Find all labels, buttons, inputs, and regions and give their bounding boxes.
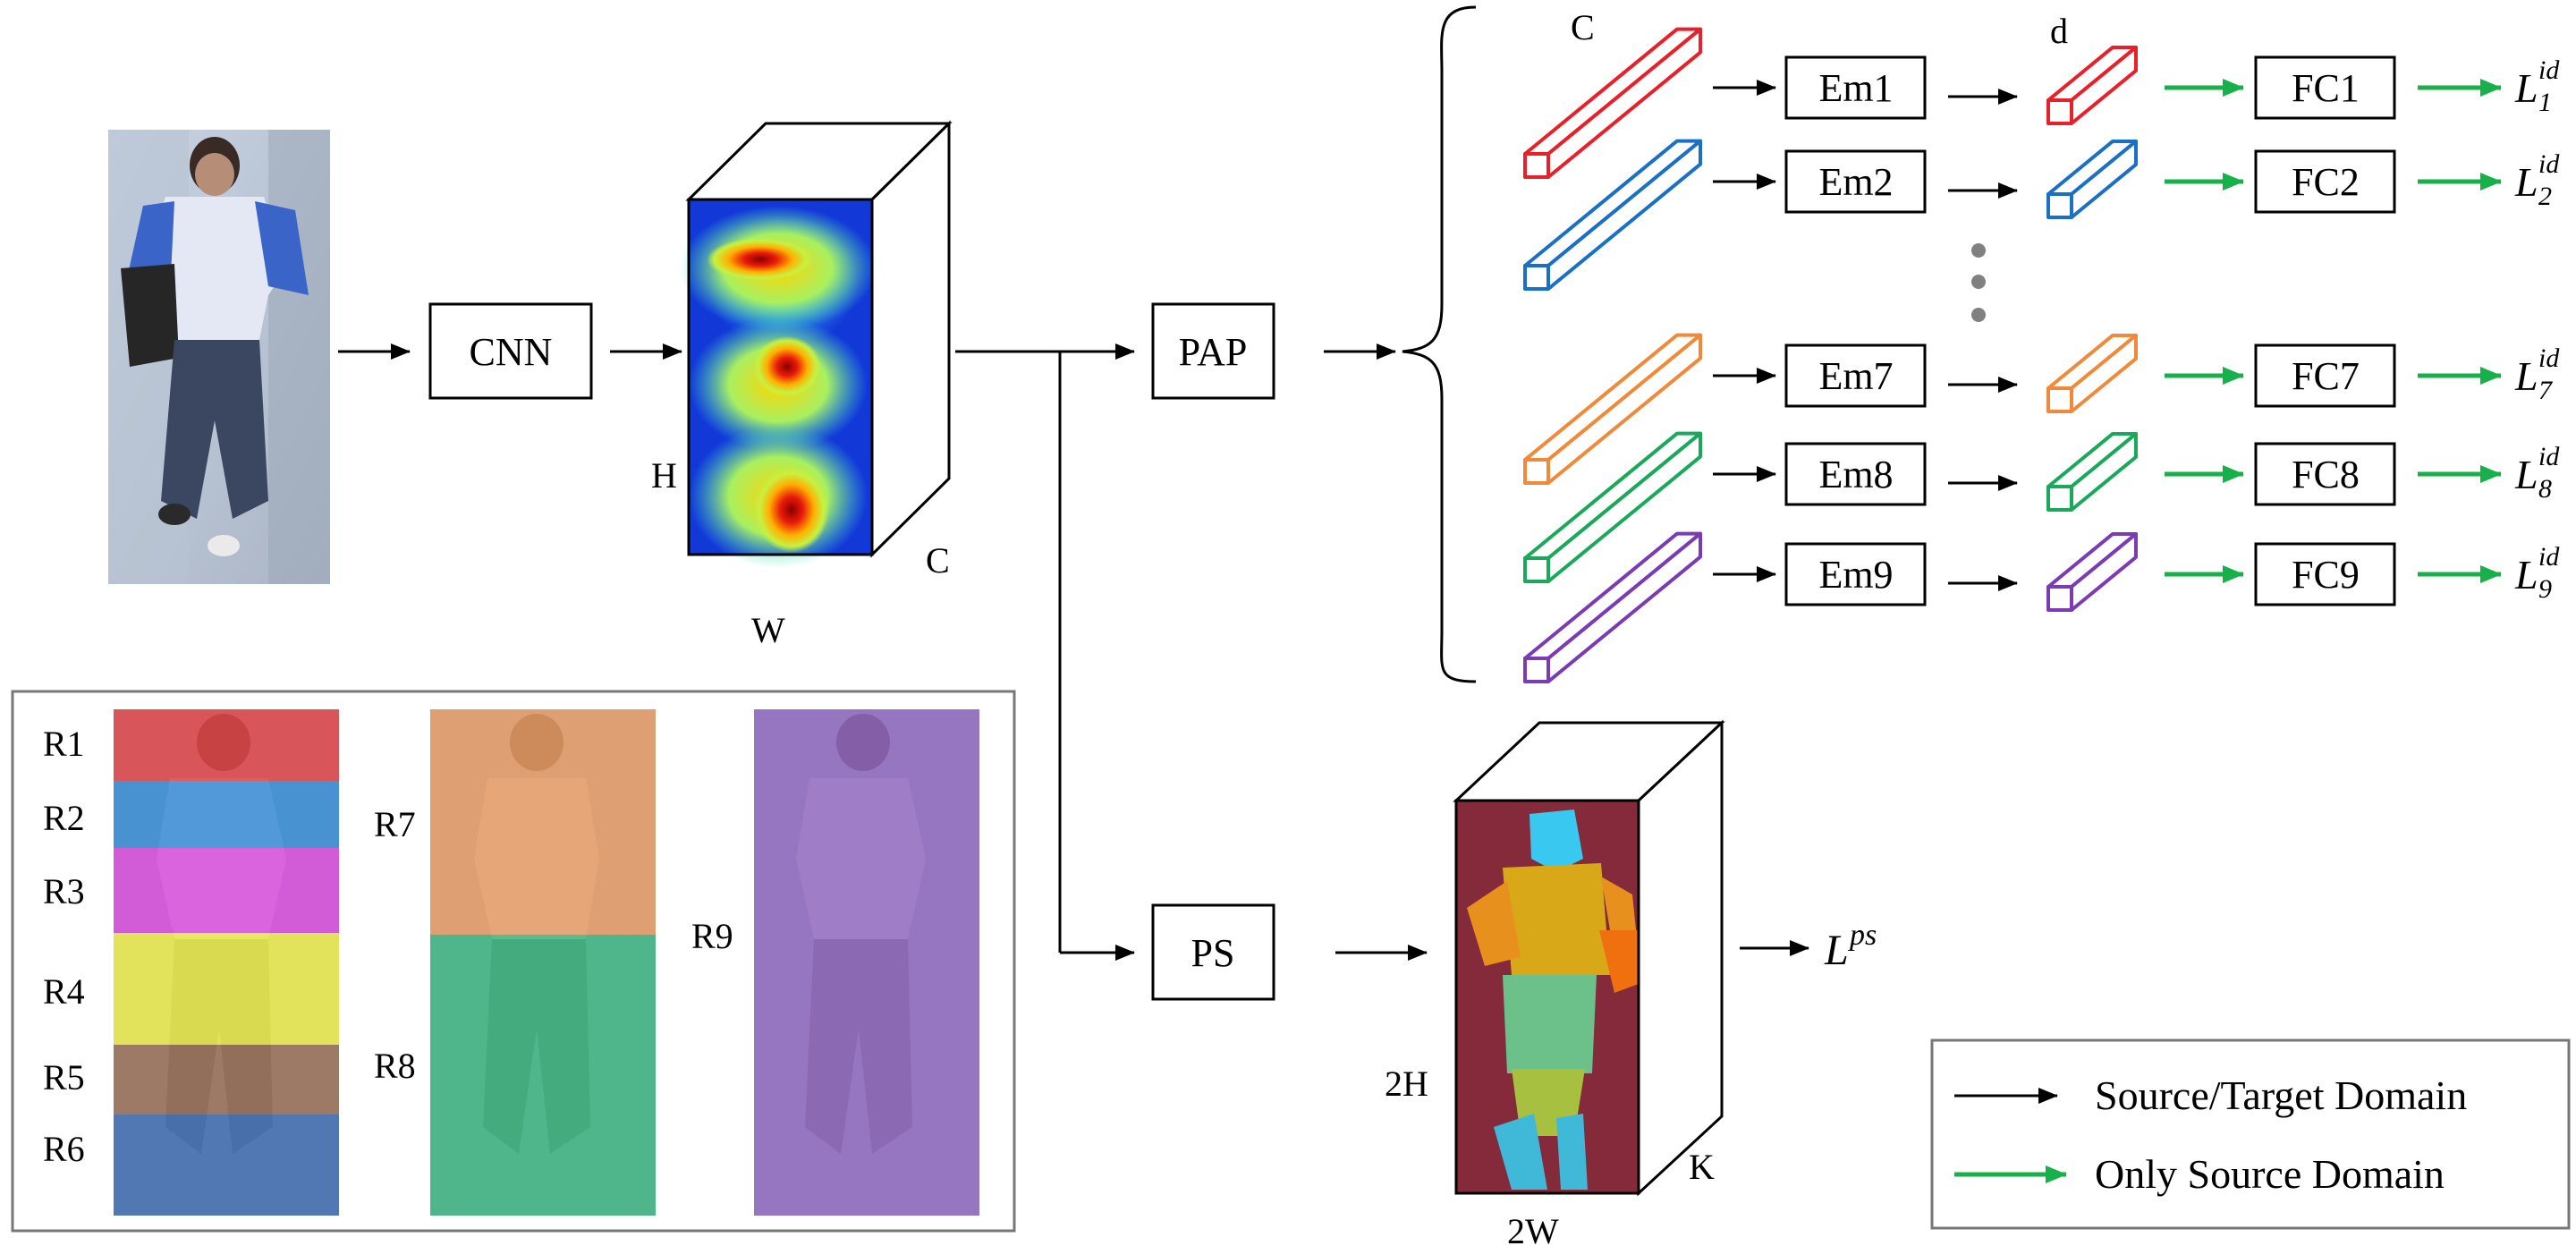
svg-text:L: L xyxy=(1824,927,1849,974)
dim-h: H xyxy=(651,455,677,496)
svg-text:L: L xyxy=(2514,452,2538,497)
region-r1: R1 xyxy=(43,724,85,764)
fc-label-nine: FC9 xyxy=(2292,553,2360,597)
embed-bar-eight xyxy=(2046,431,2138,512)
input-person-image xyxy=(108,130,330,584)
feature-map-cube xyxy=(680,120,953,568)
feature-bar-nine xyxy=(1523,531,1702,683)
region-r8: R8 xyxy=(374,1046,416,1086)
dim-d: d xyxy=(2050,11,2068,51)
svg-text:8: 8 xyxy=(2538,474,2552,504)
legend-only-source: Only Source Domain xyxy=(2095,1151,2445,1197)
svg-text:7: 7 xyxy=(2538,376,2554,405)
svg-text:id: id xyxy=(2538,542,2560,572)
region-r4: R4 xyxy=(43,971,85,1012)
embed-bar-one xyxy=(2046,45,2138,125)
fc-label-eight: FC8 xyxy=(2292,453,2360,496)
em-label-nine: Em9 xyxy=(1818,553,1893,597)
pap-block: PAP xyxy=(1151,302,1275,400)
fc-block-nine: FC9 xyxy=(2254,542,2396,606)
svg-text:id: id xyxy=(2538,149,2560,179)
em-block-two: Em2 xyxy=(1784,149,1927,214)
svg-text:9: 9 xyxy=(2538,574,2552,604)
svg-text:L: L xyxy=(2514,159,2538,205)
svg-text:2: 2 xyxy=(2538,182,2552,211)
dim-2w: 2W xyxy=(1507,1211,1559,1246)
arrow-legend: Source/Target Domain Only Source Domain xyxy=(1930,1038,2571,1230)
svg-text:L: L xyxy=(2514,353,2538,399)
fc-block-eight: FC8 xyxy=(2254,442,2396,506)
em-block-one: Em1 xyxy=(1784,55,1927,120)
em-block-seven: Em7 xyxy=(1784,343,1927,408)
dim-c: C xyxy=(926,540,950,581)
em-label-one: Em1 xyxy=(1818,66,1893,110)
ellipsis-dots xyxy=(1971,243,1986,322)
em-block-eight: Em8 xyxy=(1784,442,1927,506)
embed-bar-seven xyxy=(2046,333,2138,413)
segmentation-cube xyxy=(1453,719,1725,1197)
dim-k: K xyxy=(1689,1147,1715,1187)
region-panel: R1 R2 R3 R4 R5 R6 R7 R8 R9 xyxy=(11,690,1016,1233)
svg-text:ps: ps xyxy=(1848,919,1877,952)
region-r6: R6 xyxy=(43,1129,85,1169)
region-r5: R5 xyxy=(43,1057,85,1098)
fc-block-seven: FC7 xyxy=(2254,343,2396,408)
fc-label-two: FC2 xyxy=(2292,160,2360,204)
fc-label-one: FC1 xyxy=(2292,66,2360,110)
brace xyxy=(1402,5,1477,683)
embed-bar-two xyxy=(2046,139,2138,219)
ps-label: PS xyxy=(1191,931,1235,975)
svg-text:L: L xyxy=(2514,552,2538,598)
feature-bar-seven xyxy=(1523,333,1702,485)
svg-text:1: 1 xyxy=(2538,88,2552,117)
cnn-block: CNN xyxy=(428,302,593,400)
em-block-nine: Em9 xyxy=(1784,542,1927,606)
embed-bar-nine xyxy=(2046,531,2138,612)
feature-bar-one xyxy=(1523,27,1702,179)
svg-text:id: id xyxy=(2538,55,2560,85)
ps-block: PS xyxy=(1151,903,1275,1001)
dim-2h: 2H xyxy=(1385,1064,1428,1104)
region-r2: R2 xyxy=(43,798,85,838)
fc-label-seven: FC7 xyxy=(2292,354,2360,398)
feature-bar-eight xyxy=(1523,431,1702,583)
feature-bar-two xyxy=(1523,139,1702,291)
dim-w: W xyxy=(751,610,785,650)
svg-text:id: id xyxy=(2538,343,2560,373)
region-r7: R7 xyxy=(374,804,416,844)
svg-text:id: id xyxy=(2538,442,2560,471)
dim-c-top: C xyxy=(1571,7,1595,47)
em-label-eight: Em8 xyxy=(1818,453,1893,496)
fc-block-two: FC2 xyxy=(2254,149,2396,214)
svg-text:L: L xyxy=(2514,65,2538,111)
em-label-two: Em2 xyxy=(1818,160,1893,204)
region-r3: R3 xyxy=(43,871,85,911)
cnn-label: CNN xyxy=(470,330,553,374)
region-r9: R9 xyxy=(691,916,733,956)
fc-block-one: FC1 xyxy=(2254,55,2396,120)
connector-lines xyxy=(955,343,1135,961)
em-label-seven: Em7 xyxy=(1818,354,1893,398)
legend-source-target: Source/Target Domain xyxy=(2095,1072,2467,1118)
pap-label: PAP xyxy=(1179,330,1248,374)
loss-ps: L ps xyxy=(1824,919,1877,974)
